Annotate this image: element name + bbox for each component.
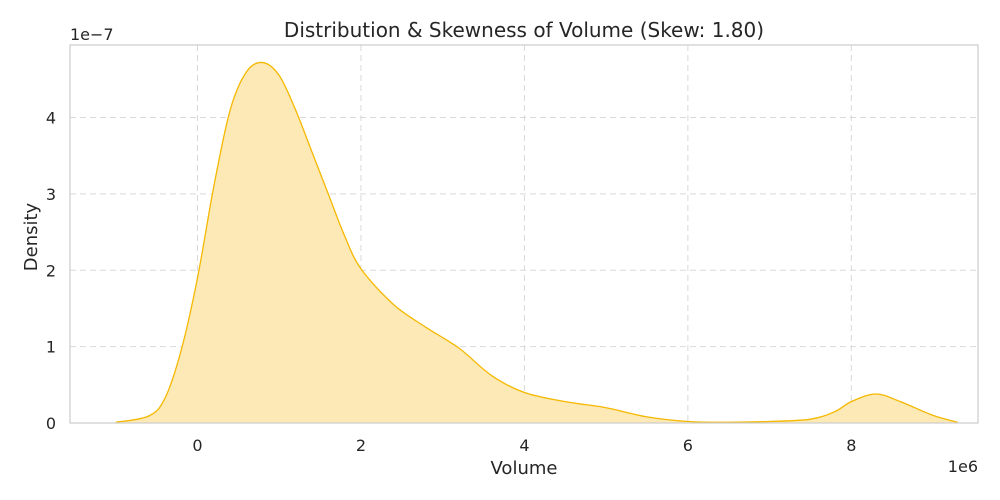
y-tick-label: 3 [46,185,56,204]
y-tick-label: 0 [46,414,56,433]
y-offset-label: 1e−7 [70,25,114,44]
x-tick-label: 4 [519,436,529,455]
x-tick-label: 6 [683,436,693,455]
x-offset-label: 1e6 [948,457,978,476]
x-tick-label: 2 [356,436,366,455]
x-axis-ticks: 0 2 4 6 8 [192,436,856,455]
density-area [115,62,958,423]
y-tick-label: 4 [46,109,56,128]
x-axis-label: Volume [491,458,558,479]
y-tick-label: 2 [46,261,56,280]
chart-title: Distribution & Skewness of Volume (Skew:… [284,18,764,42]
x-tick-label: 8 [846,436,856,455]
y-axis-label: Density [21,202,42,271]
y-axis-ticks: 0 1 2 3 4 [46,109,56,433]
density-curve [115,61,958,423]
y-tick-label: 1 [46,338,56,357]
x-tick-label: 0 [192,436,202,455]
plot-frame [69,44,979,424]
